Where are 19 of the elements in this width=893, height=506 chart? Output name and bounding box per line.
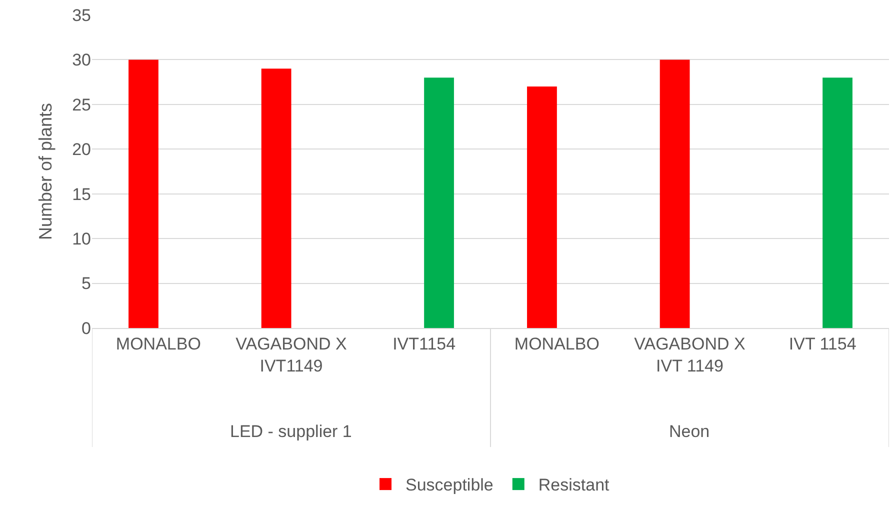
legend-label: Susceptible	[406, 476, 494, 495]
y-tick-label: 10	[72, 230, 91, 249]
x-tick-label: VAGABOND X IVT1149	[236, 334, 347, 376]
x-tick-label: MONALBO	[514, 334, 600, 354]
text: Neon	[669, 422, 710, 441]
y-tick-label: 30	[72, 50, 91, 70]
y-axis-title: Number of plants	[35, 102, 56, 240]
text: LED - supplier 1	[230, 422, 352, 441]
x-tick-label: IVT1154	[392, 334, 456, 354]
x-tick-label: IVT 1154	[788, 334, 856, 354]
y-tick-label: 0	[82, 318, 91, 338]
x-tick-label: MONALBO	[116, 334, 201, 354]
y-tick-label: 25	[72, 95, 91, 114]
x-tick-label: VAGABOND X IVT 1149	[634, 334, 746, 376]
y-tick-label: 35	[72, 6, 91, 25]
legend-label: Resistant	[538, 476, 610, 495]
y-tick-label: 20	[72, 140, 91, 160]
y-tick-label: 5	[82, 274, 91, 294]
y-tick-label: 15	[72, 184, 91, 204]
